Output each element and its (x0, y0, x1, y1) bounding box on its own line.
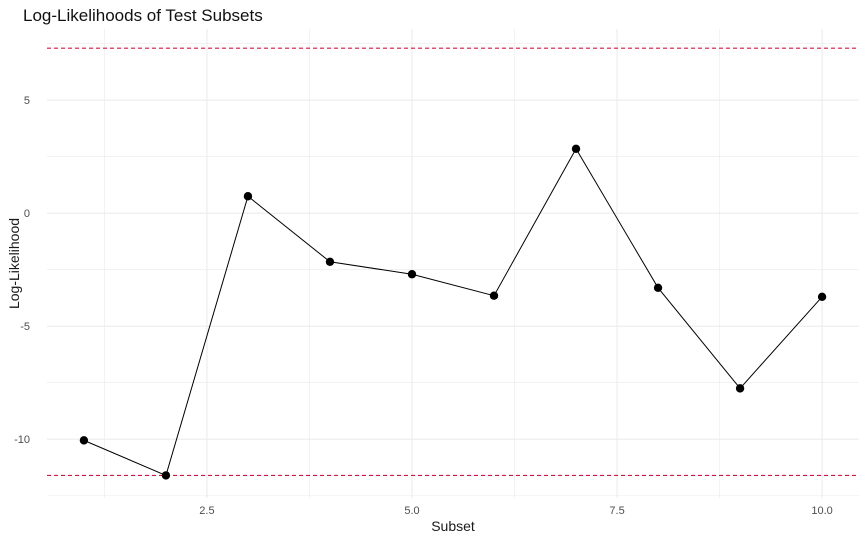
y-tick-label: 0 (24, 208, 30, 220)
x-tick-label: 10.0 (811, 505, 832, 517)
chart-title: Log-Likelihoods of Test Subsets (23, 6, 263, 25)
y-tick-label: -5 (20, 321, 30, 333)
data-point (571, 144, 581, 153)
x-tick-label: 2.5 (199, 505, 214, 517)
data-point (653, 283, 663, 292)
data-point (161, 471, 171, 480)
data-point (489, 291, 499, 300)
x-tick-label: 5.0 (404, 505, 419, 517)
x-tick-labels: 2.5 5.0 7.5 10.0 (199, 505, 833, 517)
data-point (325, 257, 335, 267)
data-point (243, 192, 253, 201)
data-point (735, 384, 745, 393)
y-tick-labels: -10 -5 0 5 (14, 95, 30, 446)
minor-grid (47, 29, 859, 498)
major-grid (47, 29, 859, 498)
series-line (83, 147, 823, 477)
x-axis-title: Subset (431, 518, 475, 534)
reference-lines (47, 47, 859, 476)
data-point (407, 270, 417, 279)
data-point (79, 436, 89, 445)
data-point (817, 292, 827, 302)
x-tick-label: 7.5 (609, 505, 624, 517)
data-points (79, 144, 827, 480)
series-line-group (83, 147, 823, 477)
y-axis-title: Log-Likelihood (6, 218, 22, 309)
y-tick-label: -10 (14, 434, 30, 446)
y-tick-label: 5 (24, 95, 30, 107)
